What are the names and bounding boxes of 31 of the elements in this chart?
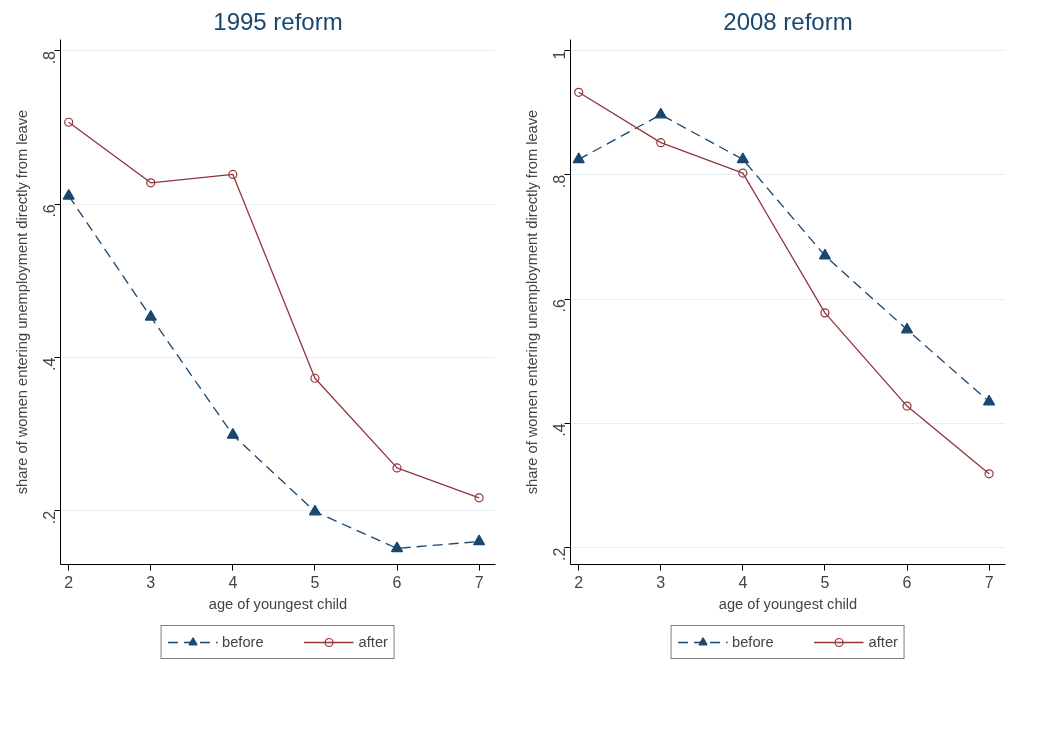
legend-label: before [732,633,774,650]
y-tick-label: .4 [41,357,59,371]
legend-label: after [868,633,898,650]
chart-title: 2008 reform [723,7,853,35]
x-tick-label: 2 [574,573,584,591]
legend-label: after [358,633,388,650]
y-tick-label: .6 [41,204,59,218]
x-tick-label: 3 [146,573,156,591]
legend-label: before [222,633,264,650]
y-tick-label: .2 [41,510,59,525]
x-tick-label: 7 [474,573,484,591]
y-tick-label: .8 [41,50,59,65]
x-tick-label: 5 [310,573,320,591]
y-tick-label: .6 [551,299,569,313]
x-tick-label: 3 [656,573,666,591]
x-tick-label: 6 [902,573,912,591]
x-tick-label: 6 [392,573,402,591]
chart-title: 1995 reform [213,7,343,35]
x-tick-label: 4 [228,573,238,591]
y-tick-label: .2 [551,547,569,562]
x-tick-label: 4 [738,573,748,591]
y-axis-title: share of women entering unemployment directly from leave [13,109,30,495]
y-tick-label: 1 [551,50,569,60]
y-axis-title: share of women entering unemployment directly from leave [523,109,540,495]
x-tick-label: 5 [820,573,830,591]
x-tick-label: 2 [64,573,74,591]
x-axis-title: age of youngest child [718,595,858,612]
y-tick-label: .8 [551,174,569,189]
x-axis-title: age of youngest child [208,595,348,612]
x-tick-label: 7 [984,573,994,591]
y-tick-label: .4 [551,423,569,437]
